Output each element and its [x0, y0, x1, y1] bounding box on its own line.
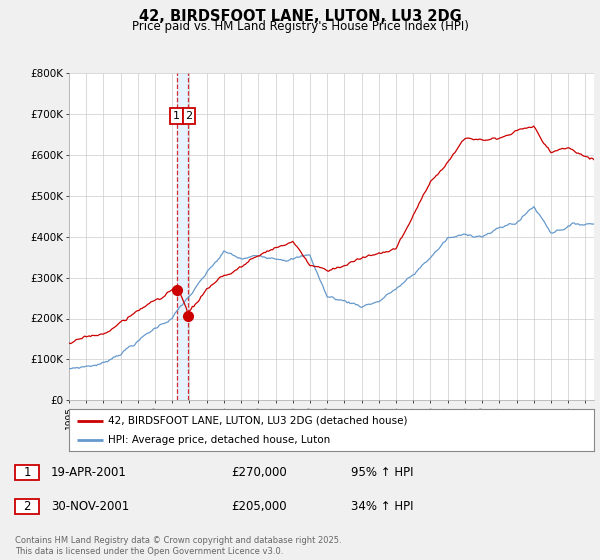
Text: 1: 1 [23, 466, 31, 479]
Text: 2: 2 [185, 111, 193, 121]
Text: 95% ↑ HPI: 95% ↑ HPI [351, 466, 413, 479]
Text: 34% ↑ HPI: 34% ↑ HPI [351, 500, 413, 513]
Text: 42, BIRDSFOOT LANE, LUTON, LU3 2DG (detached house): 42, BIRDSFOOT LANE, LUTON, LU3 2DG (deta… [109, 416, 408, 426]
Bar [177, 73, 188, 400]
Text: Contains HM Land Registry data © Crown copyright and database right 2025.
This d: Contains HM Land Registry data © Crown c… [15, 536, 341, 556]
Text: 19-APR-2001: 19-APR-2001 [51, 466, 127, 479]
Text: Price paid vs. HM Land Registry's House Price Index (HPI): Price paid vs. HM Land Registry's House … [131, 20, 469, 33]
Text: £270,000: £270,000 [231, 466, 287, 479]
Text: 30-NOV-2001: 30-NOV-2001 [51, 500, 129, 513]
Text: HPI: Average price, detached house, Luton: HPI: Average price, detached house, Luto… [109, 435, 331, 445]
Text: 1: 1 [173, 111, 180, 121]
Text: 42, BIRDSFOOT LANE, LUTON, LU3 2DG: 42, BIRDSFOOT LANE, LUTON, LU3 2DG [139, 9, 461, 24]
Text: 2: 2 [23, 500, 31, 513]
Text: £205,000: £205,000 [231, 500, 287, 513]
